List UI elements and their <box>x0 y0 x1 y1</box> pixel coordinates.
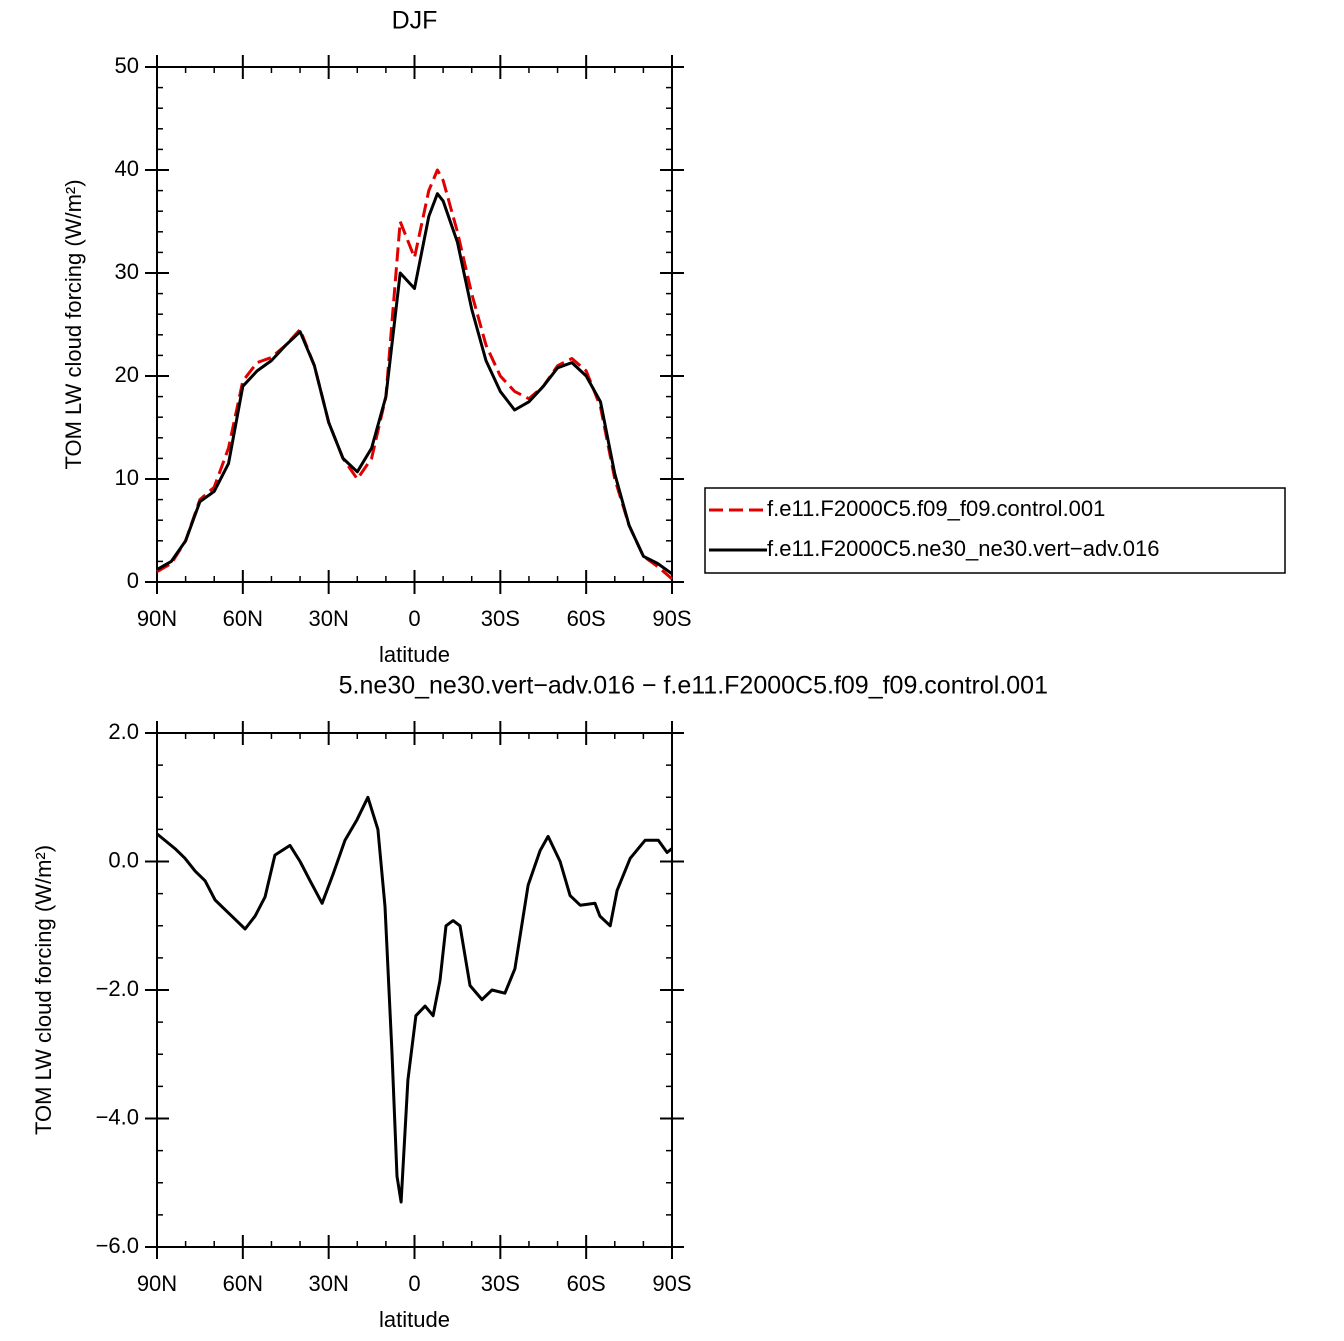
y-tick-label: 50 <box>115 53 139 78</box>
x-tick-label: 30N <box>308 606 348 631</box>
chart-title: DJF <box>392 7 438 35</box>
plot-frame <box>156 66 673 583</box>
data-line <box>156 795 673 1204</box>
y-tick-label: 40 <box>115 156 139 181</box>
x-tick-label: 60N <box>223 1271 263 1296</box>
legend-box <box>704 487 1286 574</box>
legend-label: f.e11.F2000C5.f09_f09.control.001 <box>767 496 1105 521</box>
chart-title: 5.ne30_ne30.vert−adv.016 − f.e11.F2000C5… <box>339 672 1048 700</box>
x-tick-label: 0 <box>408 1271 420 1296</box>
y-tick-label: 20 <box>115 362 139 387</box>
y-axis-label: TOM LW cloud forcing (W/m²) <box>61 179 86 469</box>
y-tick-label: 2.0 <box>108 719 139 744</box>
x-tick-label: 30S <box>481 1271 520 1296</box>
x-tick-label: 90S <box>652 1271 691 1296</box>
y-axis-label: TOM LW cloud forcing (W/m²) <box>31 845 56 1135</box>
x-tick-label: 30S <box>481 606 520 631</box>
y-tick-label: 10 <box>115 465 139 490</box>
x-tick-label: 60N <box>223 606 263 631</box>
x-tick-label: 0 <box>408 606 420 631</box>
x-tick-label: 90N <box>137 606 177 631</box>
x-axis-label: latitude <box>379 1307 450 1332</box>
x-axis-label: latitude <box>379 642 450 667</box>
y-tick-label: 0.0 <box>108 847 139 872</box>
x-tick-label: 60S <box>567 1271 606 1296</box>
y-tick-label: −4.0 <box>96 1104 139 1129</box>
x-tick-label: 90N <box>137 1271 177 1296</box>
y-tick-label: 30 <box>115 259 139 284</box>
y-tick-label: 0 <box>127 568 139 593</box>
data-line <box>156 168 673 581</box>
x-tick-label: 60S <box>567 606 606 631</box>
x-tick-label: 30N <box>308 1271 348 1296</box>
y-tick-label: −6.0 <box>96 1233 139 1258</box>
legend-label: f.e11.F2000C5.ne30_ne30.vert−adv.016 <box>767 536 1159 561</box>
x-tick-label: 90S <box>652 606 691 631</box>
data-line <box>156 192 673 576</box>
plot-frame <box>156 732 673 1248</box>
y-tick-label: −2.0 <box>96 976 139 1001</box>
